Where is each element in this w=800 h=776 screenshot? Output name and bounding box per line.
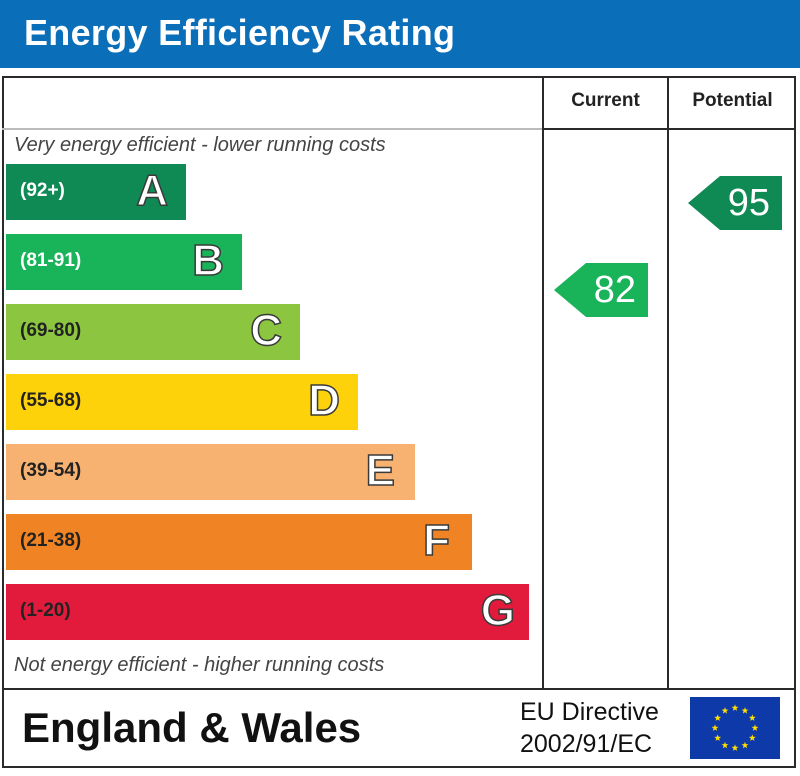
band-a-range: (92+) bbox=[20, 180, 65, 201]
eu-star-icon bbox=[721, 741, 729, 749]
current-rating-arrow: 82 bbox=[554, 263, 648, 317]
caption-top-divider bbox=[2, 128, 542, 130]
band-b-range: (81-91) bbox=[20, 250, 82, 271]
band-d-letter: D bbox=[307, 375, 340, 426]
directive-line-2: 2002/91/EC bbox=[520, 730, 653, 758]
column-header-potential: Potential bbox=[692, 90, 773, 111]
eu-star-icon bbox=[711, 724, 719, 731]
band-f-range: (21-38) bbox=[20, 530, 82, 551]
eu-star-icon bbox=[721, 707, 729, 714]
current-rating-value: 82 bbox=[593, 269, 636, 311]
band-g: (1-20) G bbox=[6, 584, 529, 640]
band-c-range: (69-80) bbox=[20, 320, 82, 341]
page-title: Energy Efficiency Rating bbox=[24, 12, 456, 53]
band-a: (92+) A bbox=[6, 164, 186, 220]
band-d-range: (55-68) bbox=[20, 390, 82, 411]
band-g-letter: G bbox=[480, 585, 516, 636]
band-f-letter: F bbox=[422, 515, 450, 566]
eu-flag-icon bbox=[690, 697, 780, 759]
band-c-letter: C bbox=[249, 305, 282, 356]
rating-frame bbox=[2, 76, 796, 768]
directive-line-1: EU Directive bbox=[520, 698, 659, 726]
eu-star-icon bbox=[751, 724, 759, 731]
eu-star-icon bbox=[731, 744, 739, 751]
band-d: (55-68) D bbox=[6, 374, 358, 430]
eu-star-icon bbox=[748, 734, 756, 741]
footer-divider bbox=[2, 688, 796, 690]
band-c: (69-80) C bbox=[6, 304, 300, 360]
column-divider-current bbox=[542, 76, 544, 690]
eu-star-icon bbox=[731, 704, 739, 711]
potential-rating-value: 95 bbox=[727, 182, 770, 224]
eu-star-icon bbox=[741, 707, 749, 714]
column-header-divider bbox=[542, 128, 796, 130]
band-a-letter: A bbox=[135, 165, 168, 216]
band-b: (81-91) B bbox=[6, 234, 242, 290]
band-e: (39-54) E bbox=[6, 444, 415, 500]
band-b-letter: B bbox=[191, 235, 224, 286]
band-g-range: (1-20) bbox=[20, 600, 71, 621]
title-bar: Energy Efficiency Rating bbox=[0, 0, 800, 68]
eu-star-icon bbox=[741, 741, 749, 749]
band-e-range: (39-54) bbox=[20, 460, 82, 481]
band-e-letter: E bbox=[365, 445, 396, 496]
band-f: (21-38) F bbox=[6, 514, 472, 570]
caption-not-efficient: Not energy efficient - higher running co… bbox=[14, 654, 385, 676]
eu-star-icon bbox=[714, 734, 722, 741]
eu-star-icon bbox=[714, 714, 722, 721]
column-divider-potential bbox=[667, 76, 669, 690]
column-header-current: Current bbox=[571, 90, 640, 111]
caption-very-efficient: Very energy efficient - lower running co… bbox=[14, 134, 386, 156]
region-label: England & Wales bbox=[22, 704, 362, 751]
eu-stars-icon bbox=[711, 704, 759, 751]
eu-star-icon bbox=[748, 714, 756, 721]
